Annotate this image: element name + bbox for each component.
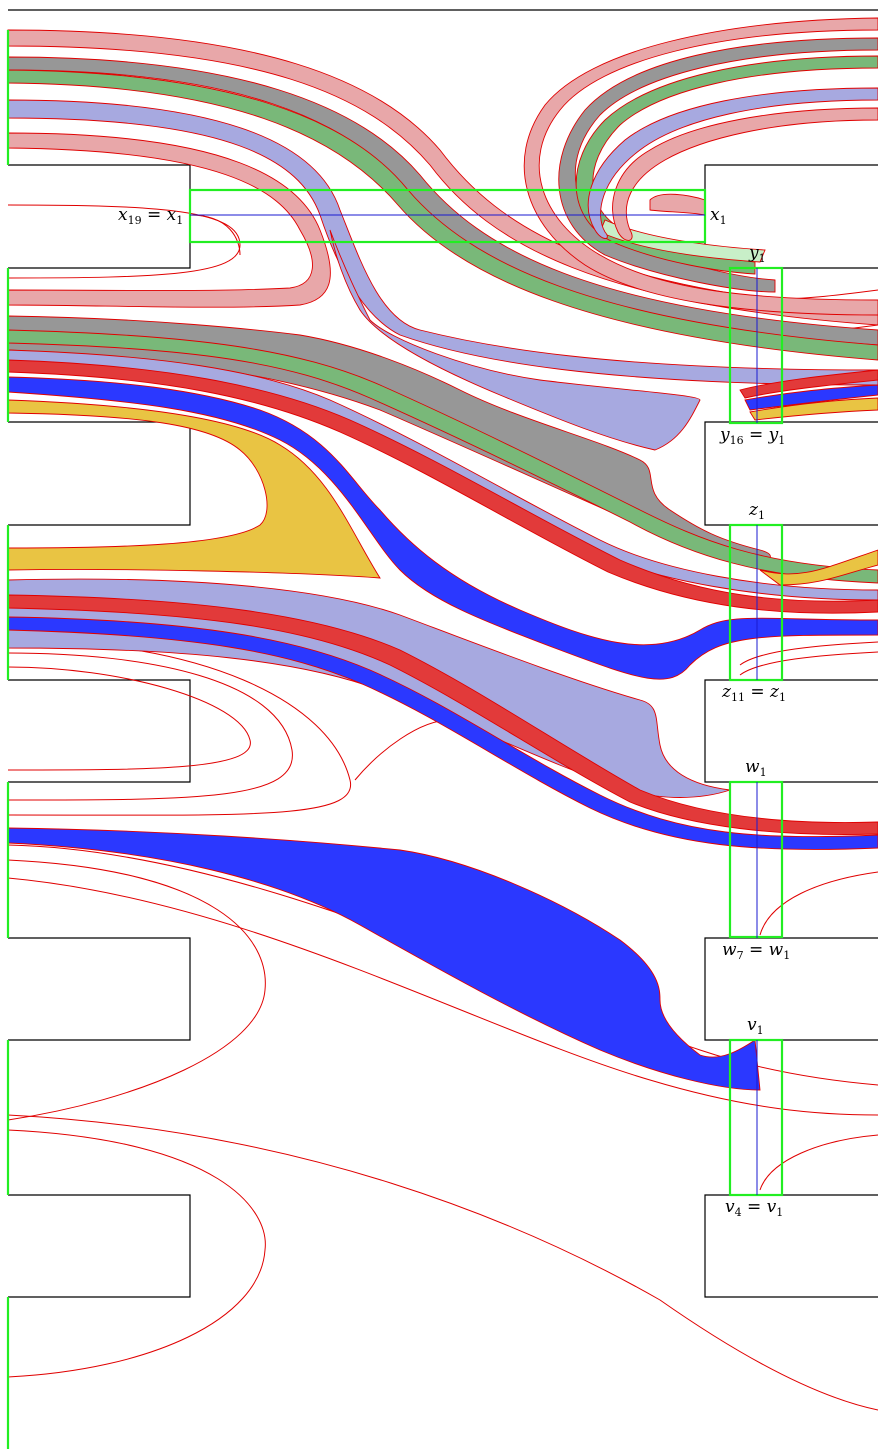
hook-green [575,55,878,275]
band-lavender-3 [329,229,701,451]
strip-outline [8,9,878,1298]
label-x-right: x1 [710,205,727,227]
label-y-top: y1 [748,243,766,265]
band-red-2 [7,594,878,835]
box-z [728,523,784,682]
box-x [188,188,707,244]
band-blue-2 [7,616,878,850]
label-x-left: x19 = x1 [118,205,183,227]
hook-lightgreen [599,219,766,263]
right-notch-3 [704,679,878,783]
right-notch-5 [704,1194,878,1298]
right-notch-4 [704,937,878,1041]
label-z-top: z1 [748,500,765,522]
band-yellow-2 [759,549,878,586]
green-boxes [6,30,784,1449]
band-yellow-1 [7,399,381,579]
box-v [728,1038,784,1197]
label-v-top: v1 [747,1015,764,1037]
label-y-bottom: y16 = y1 [719,425,785,447]
label-w-top: w1 [745,757,767,779]
color-bands [7,17,878,1091]
band-pink-1 [7,29,878,326]
left-notch-2 [8,421,191,526]
left-notch-4 [8,937,191,1041]
red-curves [7,204,878,1411]
box-w [728,780,784,939]
label-w-bottom: w7 = w1 [722,940,790,962]
labels: x19 = x1 x1 y1 y16 = y1 z1 z11 = z1 w1 w… [118,205,790,1219]
band-red-1 [7,359,878,614]
blue-lines [190,214,758,1195]
hook-pink-tongue [649,193,706,216]
label-z-bottom: z11 = z1 [721,682,786,704]
band-green-1 [7,69,878,361]
hook-pink-inner [612,107,878,241]
left-notch-3 [8,679,191,783]
box-y [728,266,784,425]
hook-lavender [587,87,878,239]
right-notch-2 [704,421,878,526]
band-blue-4 [744,384,878,411]
label-v-bottom: v4 = v1 [725,1197,783,1219]
hook-gray [558,37,878,293]
band-blue-3 [7,827,761,1091]
left-notch-5 [8,1194,191,1298]
